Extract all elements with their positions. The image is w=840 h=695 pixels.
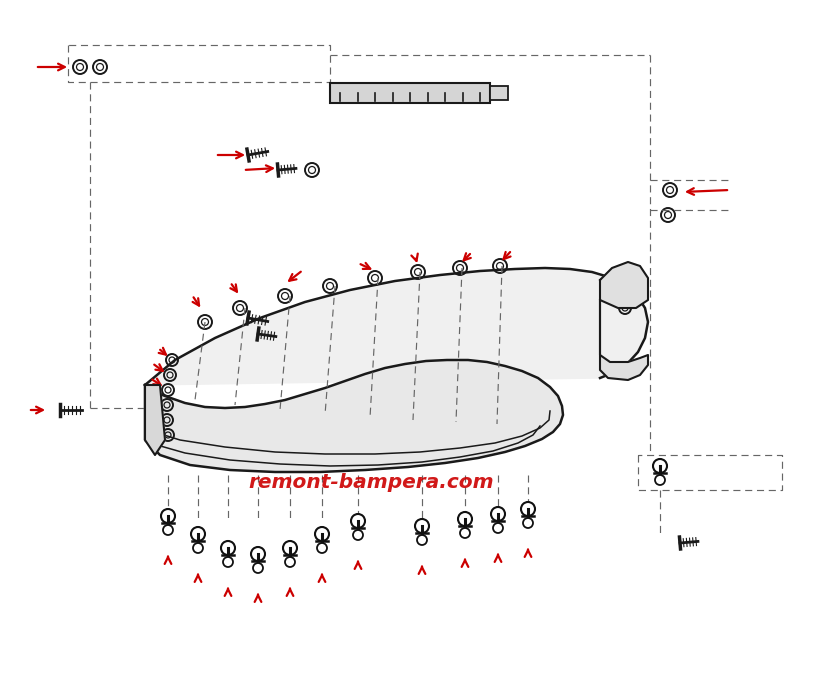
Polygon shape (145, 360, 563, 472)
Circle shape (285, 557, 295, 567)
Circle shape (491, 507, 505, 521)
Circle shape (315, 527, 329, 541)
Circle shape (283, 541, 297, 555)
Circle shape (253, 563, 263, 573)
Circle shape (191, 527, 205, 541)
Circle shape (493, 523, 503, 533)
Circle shape (415, 519, 429, 533)
Circle shape (460, 528, 470, 538)
Circle shape (221, 541, 235, 555)
Circle shape (458, 512, 472, 526)
Polygon shape (600, 262, 648, 308)
Circle shape (521, 502, 535, 516)
Circle shape (251, 547, 265, 561)
Circle shape (523, 518, 533, 528)
Circle shape (193, 543, 203, 553)
Circle shape (351, 514, 365, 528)
FancyBboxPatch shape (490, 86, 508, 100)
Polygon shape (600, 300, 648, 380)
Circle shape (353, 530, 363, 540)
Circle shape (655, 475, 665, 485)
Circle shape (161, 509, 175, 523)
Circle shape (417, 535, 427, 545)
Polygon shape (145, 268, 648, 385)
FancyBboxPatch shape (330, 83, 490, 103)
Circle shape (163, 525, 173, 535)
Circle shape (223, 557, 233, 567)
Circle shape (317, 543, 327, 553)
Text: remont-bampera.com: remont-bampera.com (248, 473, 494, 492)
Circle shape (653, 459, 667, 473)
Polygon shape (145, 385, 165, 455)
